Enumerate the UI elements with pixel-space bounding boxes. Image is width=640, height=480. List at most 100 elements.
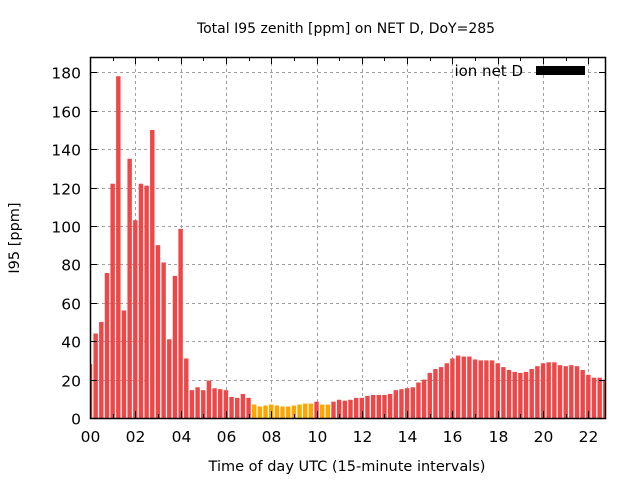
bar (302, 403, 308, 418)
bar (342, 400, 348, 418)
chart-title: Total I95 zenith [ppm] on NET D, DoY=285 (196, 21, 495, 37)
bar (376, 394, 382, 418)
bar (478, 360, 483, 418)
bar (325, 404, 331, 418)
bar (274, 405, 280, 418)
y-tick-label: 40 (61, 334, 81, 352)
bar (472, 359, 478, 418)
bar (218, 389, 223, 418)
bar (529, 369, 534, 418)
bar (348, 399, 353, 418)
bar (574, 366, 580, 418)
bar (195, 387, 200, 418)
x-tick-label: 10 (308, 428, 328, 446)
bar (285, 406, 291, 418)
bar (116, 76, 121, 418)
bar (189, 390, 195, 418)
y-tick-label: 180 (51, 65, 81, 83)
bar (308, 403, 314, 418)
bar (150, 129, 155, 418)
bar (229, 396, 234, 418)
bar (444, 363, 449, 418)
bar (223, 390, 229, 418)
bar (359, 397, 365, 418)
x-tick-label: 16 (443, 428, 463, 446)
bar (433, 369, 438, 418)
x-tick-label: 20 (534, 428, 554, 446)
bar (314, 401, 319, 418)
bar (523, 371, 529, 418)
bar (580, 369, 585, 418)
x-tick-label: 18 (489, 428, 509, 446)
bar (178, 228, 183, 418)
bar (597, 377, 602, 418)
y-tick-label: 160 (51, 104, 81, 122)
x-tick-label: 04 (172, 428, 192, 446)
legend: ion net D (454, 62, 585, 80)
bar (161, 262, 166, 418)
bar (387, 394, 393, 418)
bar (93, 333, 98, 418)
bar (495, 363, 500, 418)
bar (427, 372, 432, 419)
y-tick-label: 100 (51, 219, 81, 237)
bar (172, 275, 178, 418)
y-tick-label: 80 (61, 257, 81, 275)
x-tick-label: 00 (81, 428, 101, 446)
y-tick-label: 20 (61, 373, 81, 391)
bar (518, 372, 523, 419)
bar (393, 390, 399, 418)
bar (404, 388, 410, 418)
bar (552, 362, 557, 418)
bar (382, 394, 387, 418)
bar (591, 377, 597, 418)
bar (280, 406, 285, 418)
bar (569, 365, 574, 418)
bar (206, 380, 212, 418)
bar (512, 371, 517, 418)
y-tick-label: 0 (71, 411, 81, 429)
bar (184, 358, 189, 418)
bar (155, 245, 161, 418)
plot-frame (89, 56, 607, 420)
x-tick-label: 08 (262, 428, 282, 446)
bar (365, 395, 370, 418)
bar (201, 390, 206, 418)
bar (240, 394, 246, 418)
x-tick-label: 02 (126, 428, 146, 446)
bar (127, 158, 132, 418)
x-axis-label: Time of day UTC (15-minute intervals) (208, 459, 486, 475)
bar (246, 397, 251, 418)
bar (353, 397, 359, 418)
x-tick-label: 12 (353, 428, 373, 446)
bar (121, 310, 127, 418)
x-tick-labels: 00 02 04 06 08 10 12 14 16 18 20 22 (81, 428, 599, 446)
bar (167, 339, 172, 418)
bar (263, 405, 268, 418)
plot-border (89, 56, 607, 420)
bar (336, 399, 342, 418)
bar (410, 387, 415, 418)
bar (540, 363, 546, 418)
bar (489, 360, 495, 418)
y-axis-label: I95 [ppm] (7, 202, 23, 273)
x-tick-label: 14 (398, 428, 418, 446)
bar (319, 404, 325, 418)
x-tick-label: 22 (579, 428, 599, 446)
bar (467, 356, 472, 418)
bar (450, 358, 455, 418)
bar (399, 389, 404, 418)
y-tick-label: 140 (51, 142, 81, 160)
bar (252, 404, 257, 418)
bar (331, 401, 336, 418)
bar (212, 388, 217, 418)
bars (90, 76, 606, 419)
bar (144, 185, 149, 418)
x-tick-label: 06 (217, 428, 237, 446)
bar (586, 374, 591, 418)
bar (546, 362, 551, 418)
bar (257, 406, 263, 418)
bar (416, 382, 421, 418)
bar (557, 365, 563, 418)
